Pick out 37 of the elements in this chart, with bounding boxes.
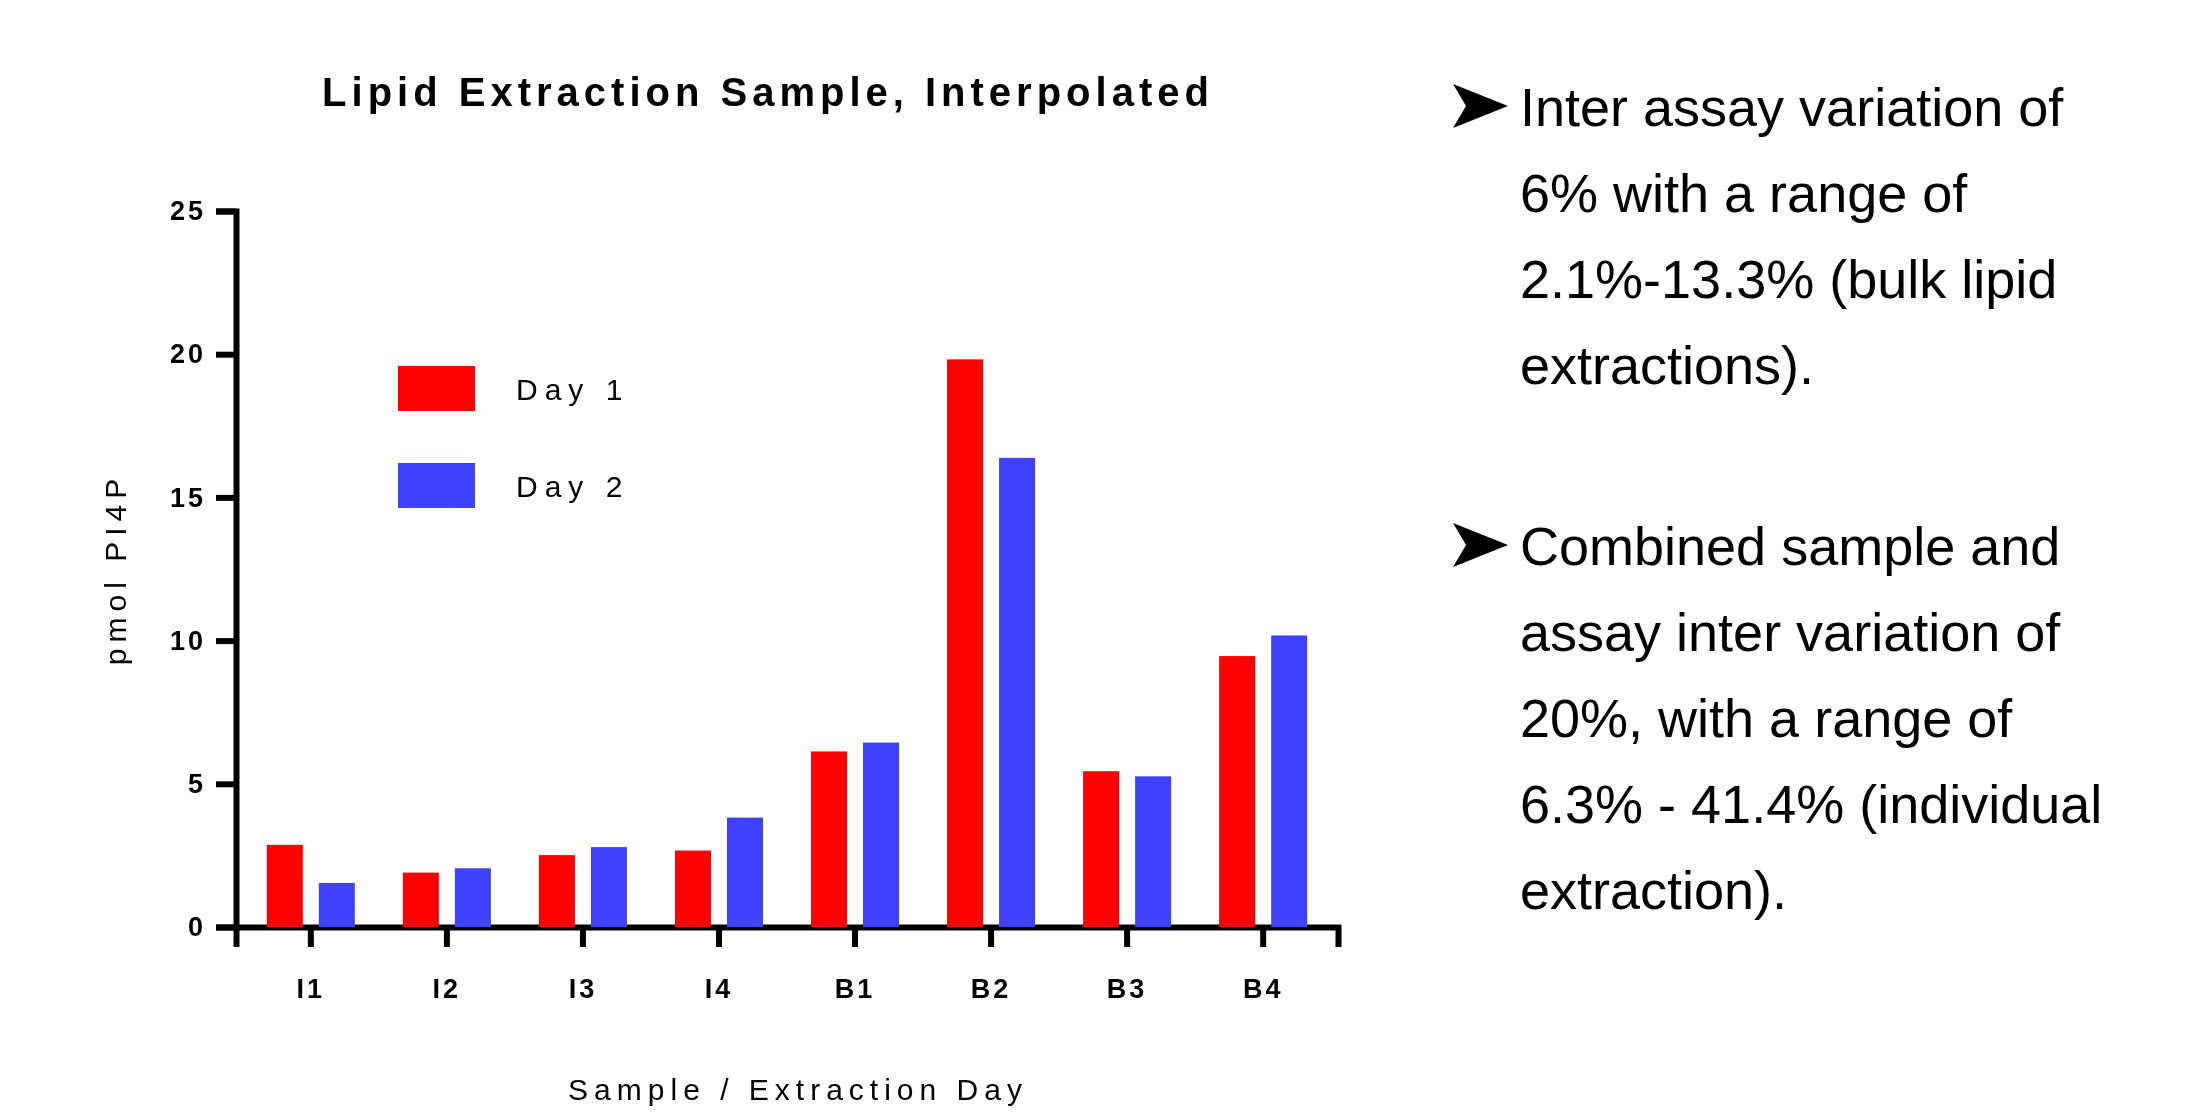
bar [1271,635,1308,927]
bar [999,457,1036,927]
text: Combined sample and assay inter variation of 20%, with a range of 6.3% - 41.4% (individual extraction). [1520,516,2103,920]
x-tick-label: B3 [1106,974,1148,1005]
bar [947,359,984,927]
legend-label: Day 2 [516,469,630,503]
bar [402,872,439,927]
x-tick-label: I4 [704,974,734,1005]
bar [726,817,763,927]
text: Inter assay variation of 6% with a range of 2.1%-13.3% (bulk lipid extractions). [1520,77,2065,395]
legend-label: Day 1 [516,372,630,406]
y-tick-label: 15 [169,482,206,513]
bar [590,847,627,927]
bar [1135,776,1172,927]
y-tick-label: 10 [169,625,206,656]
bar [1219,656,1256,927]
x-tick-label: I1 [296,974,326,1005]
y-tick-label: 25 [169,196,206,227]
y-tick-label: 20 [169,339,206,370]
y-tick-label: 5 [187,768,206,799]
bar [454,868,491,927]
bar [266,844,303,927]
y-tick-label: 0 [187,912,206,943]
x-tick-label: I3 [568,974,598,1005]
x-tick-label: I2 [432,974,462,1005]
y-axis-title: pmol PI4P [99,472,132,666]
x-tick-label: B2 [970,974,1012,1005]
x-axis-title: Sample / Extraction Day [568,1073,1028,1106]
x-tick-label: B4 [1242,974,1284,1005]
bar [674,850,711,927]
x-tick-label: B1 [834,974,876,1005]
bar [318,882,355,927]
chart-title: Lipid Extraction Sample, Interpolated [322,70,1214,114]
bar [538,855,575,927]
bar [863,742,900,927]
bar [1083,771,1120,927]
bar [811,751,848,927]
